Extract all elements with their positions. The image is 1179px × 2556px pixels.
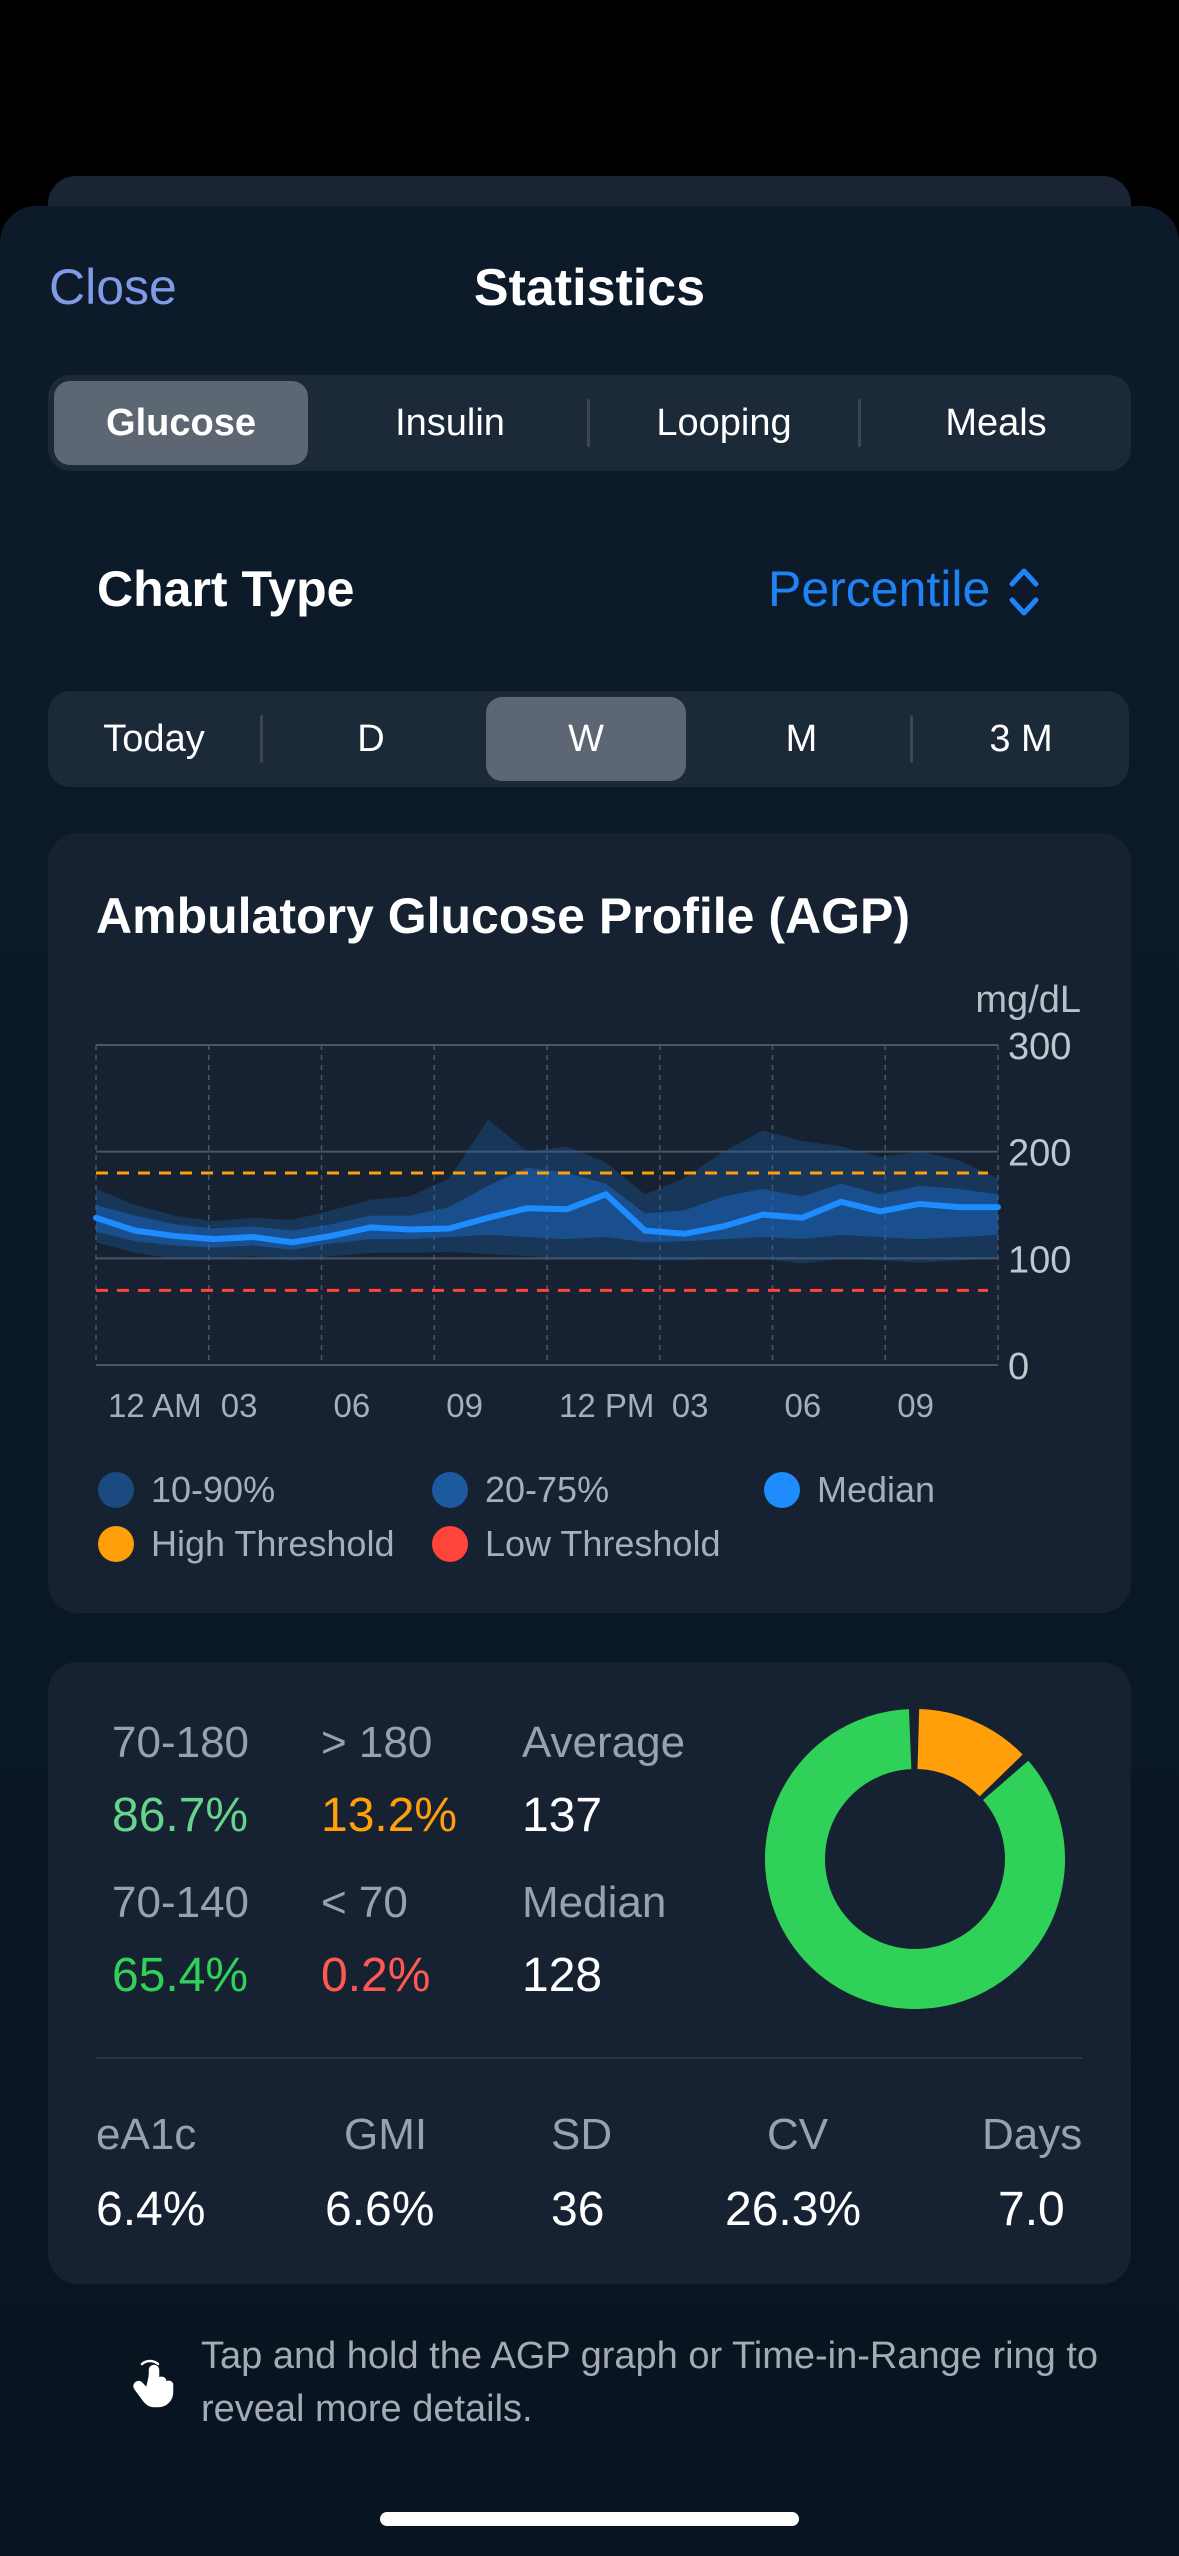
divider [96,2057,1082,2059]
tab-divider [858,399,861,447]
range-today[interactable]: Today [103,718,205,760]
x-tick-label: 06 [785,1387,822,1424]
close-button[interactable]: Close [49,259,177,315]
y-tick-label: 0 [1008,1346,1029,1388]
range-divider [910,715,913,763]
stat-value: 13.2% [321,1789,458,1842]
hand-tap-icon [133,2359,174,2408]
legend-label: Low Threshold [485,1523,721,1564]
stat-label: > 180 [321,1718,433,1767]
x-tick-label: 12 PM [559,1387,654,1424]
metric-value: 6.6% [325,2183,435,2236]
legend-item: High Threshold [98,1523,394,1565]
metric-value: 36 [551,2183,605,2236]
tab-looping[interactable]: Looping [656,402,792,444]
metric-label: Days [982,2110,1083,2159]
x-tick-label: 12 AM [108,1387,202,1424]
legend-dot [432,1526,468,1562]
tab-divider [587,399,590,447]
range-tabs: Today D W M 3 M [48,691,1129,787]
chart-type-label: Chart Type [97,561,355,617]
x-tick-label: 03 [672,1387,709,1424]
tab-insulin[interactable]: Insulin [395,402,505,444]
legend-dot [98,1472,134,1508]
stat-label: < 70 [321,1878,408,1927]
stat-label: 70-180 [112,1718,250,1767]
y-axis-unit: mg/dL [975,979,1081,1021]
stat-value: 137 [522,1789,603,1842]
y-tick-label: 100 [1008,1239,1071,1281]
legend-label: 20-75% [485,1469,610,1510]
stat-label: 70-140 [112,1878,250,1927]
range-3-months[interactable]: 3 M [989,718,1053,760]
tab-selection-indicator [54,381,308,465]
metric-label: SD [551,2110,613,2159]
page-title: Statistics [473,259,706,317]
time-in-range-card: 70-180 86.7% > 180 13.2% Average 137 70-… [48,1662,1131,2284]
x-tick-label: 09 [446,1387,483,1424]
median-line [93,1191,1001,1246]
range-selection-indicator [486,697,686,781]
range-day[interactable]: D [357,718,385,760]
legend-item: 10-90% [98,1469,275,1511]
legend-item: Median [764,1469,935,1511]
stat-label: Median [522,1878,667,1927]
legend-label: Median [817,1469,936,1510]
agp-card: Ambulatory Glucose Profile (AGP) mg/dL 3… [48,833,1131,1613]
metric-label: eA1c [96,2110,197,2159]
metric-label: CV [767,2110,829,2159]
metric-value: 7.0 [998,2183,1065,2236]
metric-value: 6.4% [96,2183,206,2236]
chevron-up-down-icon[interactable] [1008,564,1040,620]
legend-item: 20-75% [432,1469,609,1511]
stat-value: 128 [522,1949,603,2002]
legend-item: Low Threshold [432,1523,720,1565]
legend-dot [764,1472,800,1508]
y-tick-label: 300 [1008,1026,1071,1068]
stat-label: Average [522,1718,686,1767]
tab-glucose[interactable]: Glucose [106,402,256,444]
agp-chart[interactable]: 300 200 100 0 12 AM 03 06 09 12 PM 03 06 09 [48,1023,1131,1543]
ring-segment[interactable] [916,1709,1023,1798]
range-month[interactable]: M [785,718,818,760]
metric-value: 26.3% [725,2183,862,2236]
y-tick-label: 200 [1008,1133,1071,1175]
category-tabs: Glucose Insulin Looping Meals [48,375,1131,471]
chart-type-picker[interactable]: Percentile [768,561,991,617]
agp-title: Ambulatory Glucose Profile (AGP) [96,888,911,944]
legend-dot [98,1526,134,1562]
stat-value: 65.4% [112,1949,249,2002]
legend-dot [432,1472,468,1508]
time-in-range-ring[interactable] [760,1704,1070,2014]
tab-meals[interactable]: Meals [945,402,1047,444]
x-tick-label: 06 [334,1387,371,1424]
stat-value: 0.2% [321,1949,431,2002]
metric-label: GMI [344,2110,428,2159]
range-divider [260,715,263,763]
legend-label: 10-90% [151,1469,276,1510]
hint-text: Tap and hold the AGP graph or Time-in-Ra… [201,2335,1099,2430]
stat-value: 86.7% [112,1789,249,1842]
range-week[interactable]: W [568,718,604,760]
legend-label: High Threshold [151,1523,395,1564]
x-tick-label: 03 [221,1387,258,1424]
home-indicator[interactable] [380,2512,799,2526]
ring-segment[interactable] [765,1709,1065,2009]
x-tick-label: 09 [897,1387,934,1424]
